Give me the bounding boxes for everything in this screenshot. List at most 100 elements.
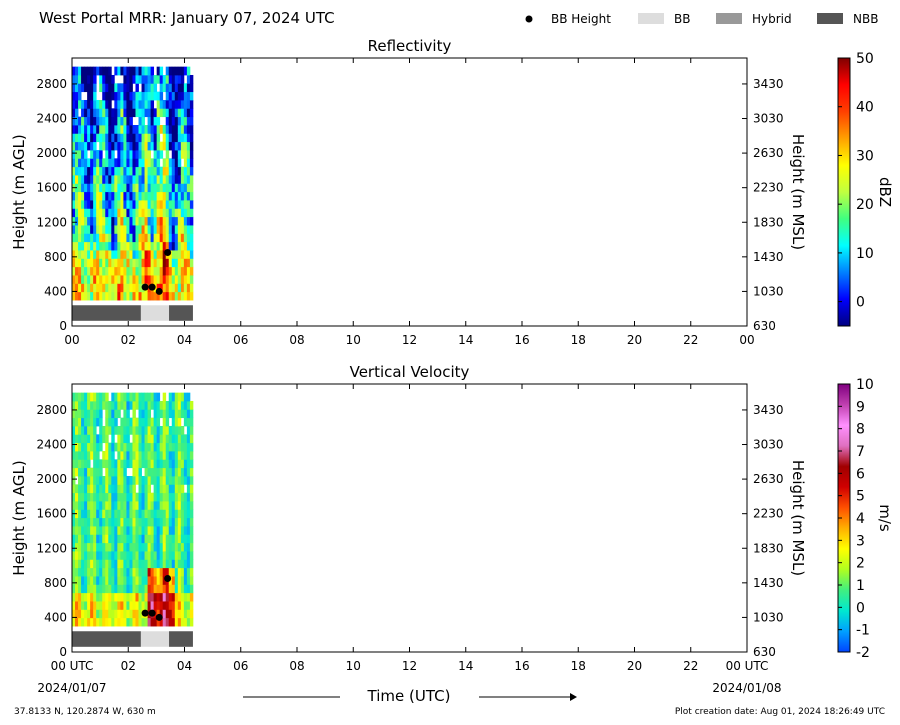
heatmap-cell (168, 291, 173, 301)
x-tick-label: 08 (289, 333, 304, 347)
heatmap-cell (99, 567, 103, 577)
heatmap-cell (156, 183, 161, 193)
heatmap-cell (177, 133, 182, 143)
heatmap-cell (138, 484, 142, 494)
heatmap-cell (168, 617, 173, 627)
heatmap-cell (84, 225, 88, 234)
heatmap-cell (93, 283, 97, 293)
heatmap-cell (78, 434, 82, 444)
heatmap-cell (150, 200, 155, 209)
heatmap-cell (144, 291, 148, 301)
heatmap-cell (105, 191, 109, 201)
heatmap-cell (168, 442, 173, 452)
heatmap-cell (162, 484, 167, 494)
bb-height-point (155, 613, 163, 621)
heatmap-cell (81, 501, 85, 510)
heatmap-cell (72, 434, 76, 444)
heatmap-cell (78, 216, 82, 226)
heatmap-cell (147, 116, 152, 126)
heatmap-cell (108, 141, 112, 151)
reflectivity-bb-type-strip (72, 305, 193, 321)
heatmap-cell (96, 501, 100, 510)
heatmap-cell (180, 241, 185, 251)
heatmap-cell (156, 576, 161, 585)
heatmap-cell (87, 417, 91, 427)
heatmap-cell (165, 91, 170, 101)
heatmap-cell (150, 291, 155, 301)
heatmap-cell (87, 91, 91, 101)
heatmap-cell (168, 534, 173, 544)
heatmap-cell (150, 275, 155, 284)
heatmap-cell (159, 275, 164, 284)
heatmap-cell (81, 609, 85, 619)
heatmap-cell (135, 534, 139, 544)
heatmap-cell (153, 400, 158, 410)
heatmap-cell (177, 576, 182, 585)
heatmap-cell (150, 451, 155, 460)
heatmap-cell (132, 409, 136, 419)
heatmap-cell (153, 183, 158, 193)
heatmap-cell (177, 526, 182, 535)
heatmap-cell (90, 492, 94, 502)
colorbar-tick-label: 5 (856, 489, 865, 505)
heatmap-cell (150, 459, 155, 469)
heatmap-cell (105, 409, 109, 419)
reflectivity-bb-height-points (141, 249, 172, 295)
heatmap-cell (84, 275, 88, 284)
heatmap-cell (120, 501, 124, 510)
heatmap-cell (87, 200, 91, 209)
heatmap-cell (78, 392, 82, 402)
heatmap-cell (96, 125, 100, 134)
heatmap-cell (111, 116, 115, 126)
heatmap-cell (78, 400, 82, 410)
heatmap-cell (75, 108, 79, 118)
heatmap-cell (105, 584, 109, 594)
heatmap-cell (102, 99, 106, 109)
heatmap-cell (186, 492, 191, 502)
heatmap-cell (177, 484, 182, 494)
heatmap-cell (168, 542, 173, 552)
heatmap-cell (99, 492, 103, 502)
heatmap-cell (186, 74, 191, 84)
heatmap-cell (174, 133, 179, 143)
heatmap-cell (93, 559, 97, 569)
heatmap-cell (150, 534, 155, 544)
heatmap-cell (111, 517, 115, 527)
heatmap-cell (168, 116, 173, 126)
heatmap-cell (159, 609, 164, 619)
heatmap-cell (72, 66, 76, 76)
heatmap-cell (162, 601, 167, 610)
heatmap-cell (150, 99, 155, 109)
heatmap-cell (126, 584, 130, 594)
heatmap-cell (99, 459, 103, 469)
heatmap-cell (147, 158, 152, 168)
bb-type-segment (72, 305, 141, 321)
heatmap-cell (81, 233, 85, 243)
heatmap-cell (147, 200, 152, 209)
heatmap-cell (108, 542, 112, 552)
heatmap-cell (180, 91, 185, 101)
heatmap-cell (153, 150, 158, 159)
heatmap-cell (129, 141, 133, 151)
heatmap-cell (132, 509, 136, 519)
x-tick-label: 02 (121, 659, 136, 673)
heatmap-cell (75, 467, 79, 477)
heatmap-cell (165, 291, 170, 301)
heatmap-cell (150, 509, 155, 519)
reflectivity-panel: Reflectivity 040080012001600200024002800… (10, 37, 894, 347)
heatmap-cell (102, 551, 106, 560)
heatmap-cell (183, 225, 188, 234)
heatmap-cell (108, 492, 112, 502)
heatmap-cell (96, 99, 100, 109)
heatmap-cell (135, 283, 139, 293)
heatmap-cell (81, 175, 85, 184)
heatmap-cell (117, 108, 121, 118)
heatmap-cell (183, 576, 188, 585)
heatmap-cell (90, 125, 94, 134)
heatmap-cell (183, 200, 188, 209)
heatmap-cell (132, 417, 136, 427)
heatmap-cell (174, 158, 179, 168)
heatmap-cell (87, 258, 91, 268)
heatmap-cell (168, 559, 173, 569)
heatmap-cell (144, 191, 148, 201)
